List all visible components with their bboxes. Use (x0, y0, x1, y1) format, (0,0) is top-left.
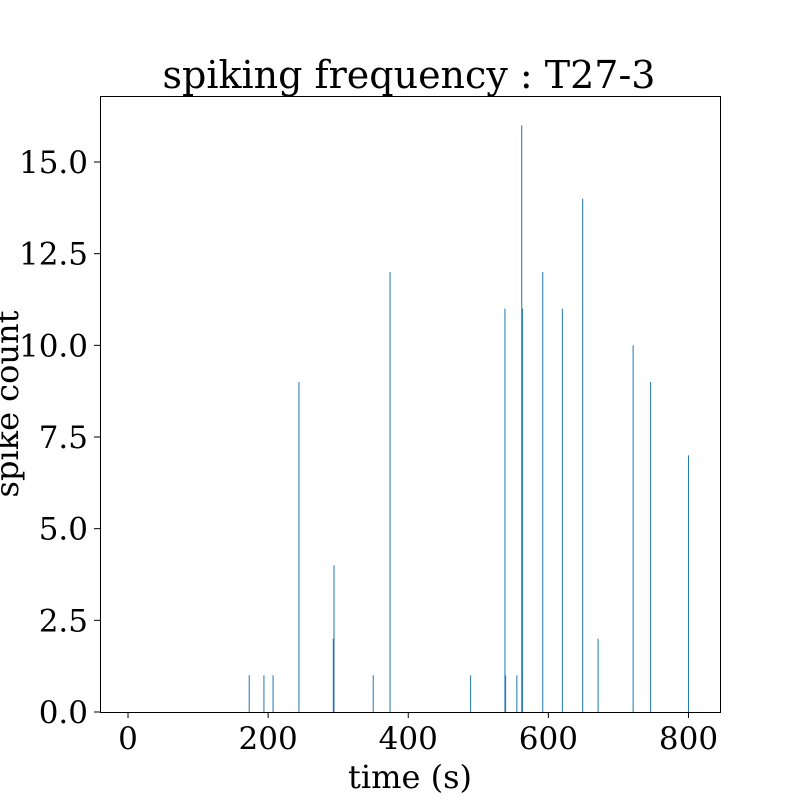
y-tick-label: 12.5 (19, 237, 88, 273)
x-tick-label: 400 (379, 721, 438, 757)
x-axis-label: time (s) (348, 758, 472, 796)
y-tick-label: 5.0 (39, 512, 88, 548)
bar (505, 675, 507, 712)
bar (470, 675, 472, 712)
bar (332, 638, 334, 712)
bars-group (248, 125, 689, 713)
bar (333, 565, 335, 712)
bar (521, 125, 523, 712)
x-tick-label: 600 (519, 721, 578, 757)
bar (597, 638, 599, 712)
bar (521, 308, 523, 712)
bar (389, 272, 391, 712)
y-tick-label: 0.0 (39, 695, 88, 731)
bar (687, 455, 689, 712)
bar (298, 382, 300, 712)
bar (542, 272, 544, 712)
plot-frame (100, 96, 721, 713)
chart-title: spiking frequency : T27-3 (163, 53, 656, 97)
bar (504, 308, 506, 712)
bar (263, 675, 265, 712)
bar (632, 345, 634, 712)
y-tick-label: 15.0 (19, 145, 88, 181)
x-tick-label: 800 (659, 721, 718, 757)
bar (272, 675, 274, 712)
x-tick-label: 0 (118, 721, 138, 757)
y-tick-label: 10.0 (19, 328, 88, 364)
y-axis: 0.0 2.5 5.0 7.5 10.0 12.5 15.0 (19, 145, 100, 731)
bar (372, 675, 374, 712)
bar (248, 675, 250, 712)
y-tick-label: 2.5 (39, 603, 88, 639)
bar (516, 675, 518, 712)
y-tick-label: 7.5 (39, 420, 88, 456)
y-axis-label: spike count (0, 310, 26, 497)
x-axis: 0 200 400 600 800 (118, 712, 718, 757)
bar (650, 382, 652, 712)
x-tick-label: 200 (239, 721, 298, 757)
bar (582, 198, 584, 713)
bar (561, 308, 563, 712)
